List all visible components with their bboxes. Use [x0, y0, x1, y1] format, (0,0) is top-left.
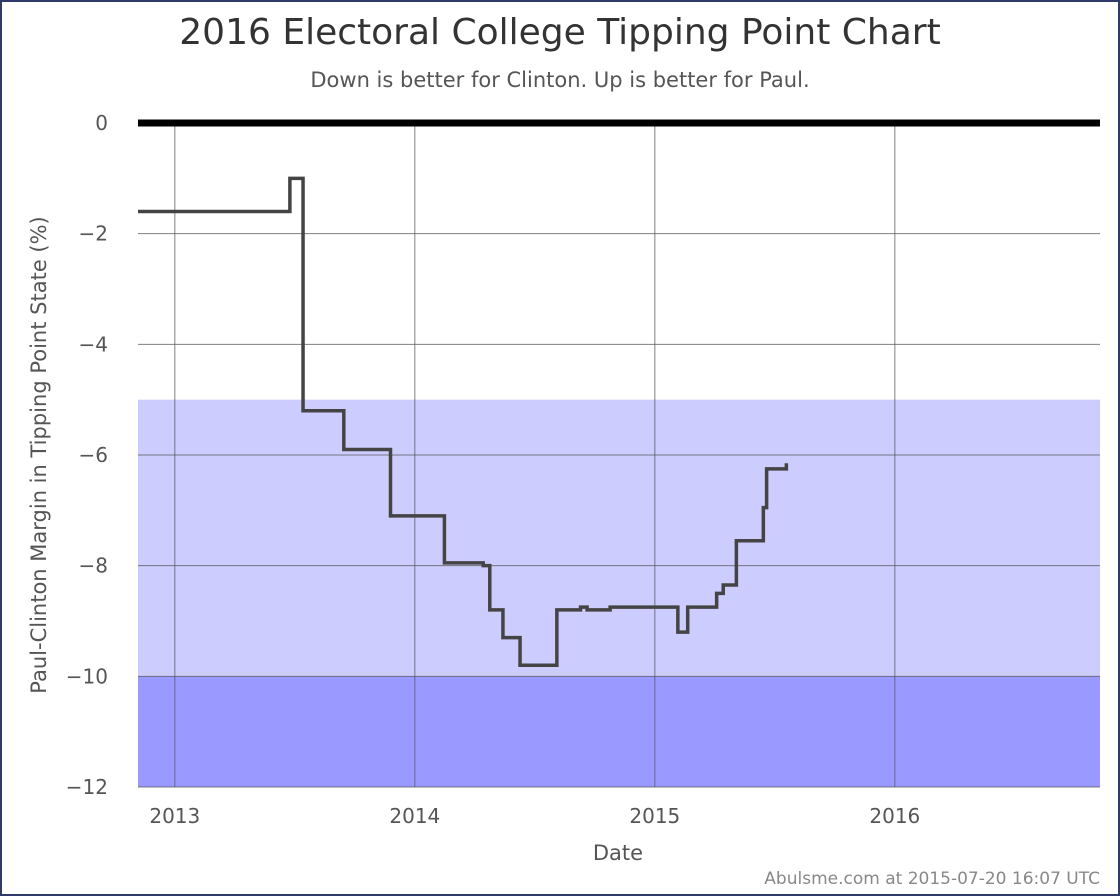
series-layer [138, 176, 789, 668]
x-axis-ticks: 2013 2014 2015 2016 [149, 804, 920, 828]
chart-title: 2016 Electoral College Tipping Point Cha… [179, 12, 941, 53]
series-line-0 [138, 176, 789, 668]
y-tick-label: −2 [79, 222, 108, 246]
y-tick-label: −8 [79, 554, 108, 578]
y-axis-label: Paul-Clinton Margin in Tipping Point Sta… [27, 216, 51, 693]
x-tick-label: 2016 [869, 804, 920, 828]
y-tick-label: −10 [66, 664, 108, 688]
footer-credit: Abulsme.com at 2015-07-20 16:07 UTC [764, 869, 1100, 889]
y-tick-label: 0 [95, 111, 108, 135]
band-0 [138, 399, 1100, 677]
x-tick-label: 2014 [389, 804, 440, 828]
y-tick-label: −12 [66, 775, 108, 799]
y-tick-label: −6 [79, 443, 108, 467]
x-axis-label: Date [593, 841, 643, 865]
y-tick-label: −4 [79, 332, 108, 356]
x-tick-label: 2013 [149, 804, 200, 828]
chart-subtitle: Down is better for Clinton. Up is better… [310, 68, 810, 92]
band-1 [138, 676, 1100, 787]
y-axis-ticks: 0 −2 −4 −6 −8 −10 −12 [66, 111, 108, 799]
grid-lines [138, 119, 1100, 788]
x-tick-label: 2015 [629, 804, 680, 828]
margin-bands [138, 399, 1100, 787]
